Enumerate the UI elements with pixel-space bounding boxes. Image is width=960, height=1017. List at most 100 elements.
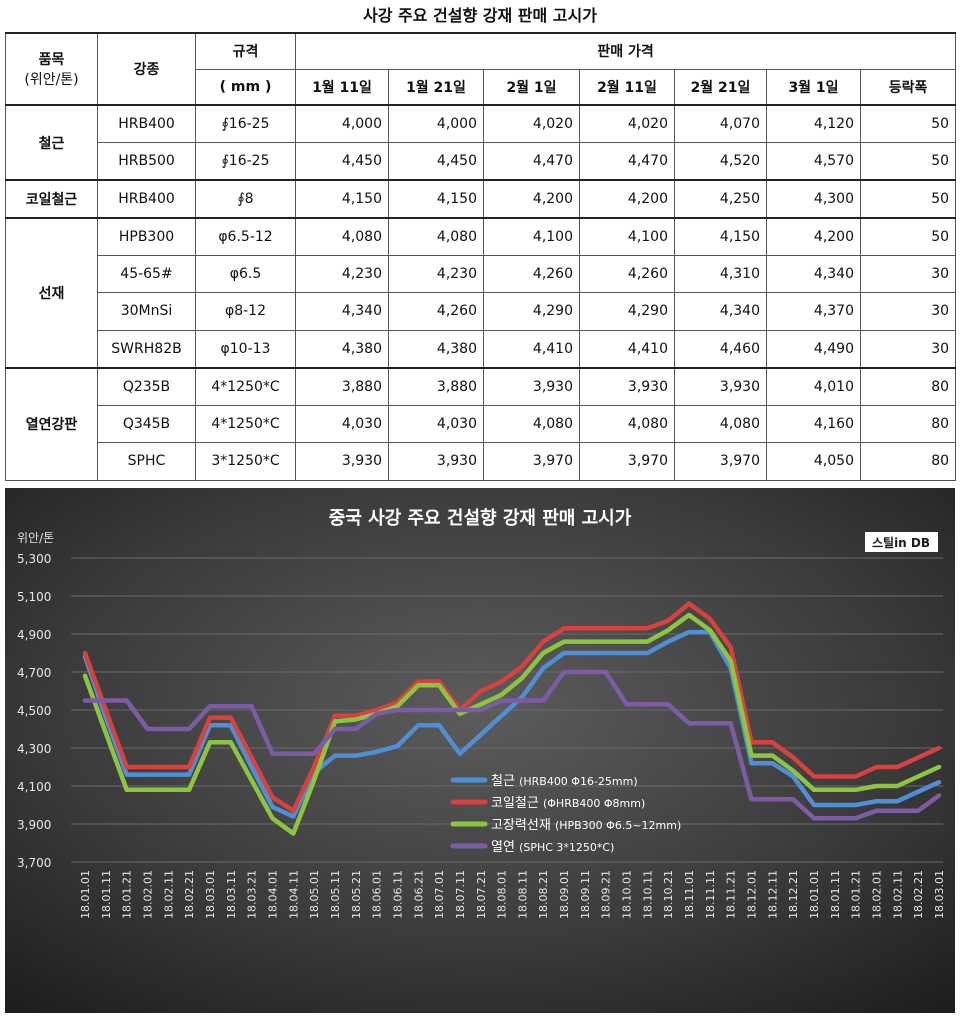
price-cell: 4,250	[674, 179, 767, 218]
change-cell: 80	[859, 442, 957, 481]
grade-cell: Q235B	[97, 366, 196, 406]
y-tick-label: 4,300	[17, 742, 51, 756]
series-line	[82, 601, 942, 813]
x-tick-label: 18.03.11	[225, 870, 238, 919]
chart-svg: 중국 사강 주요 건설향 강재 판매 고시가 위안/톤 스틸in DB 3,70…	[5, 488, 955, 1013]
x-tick-label: 18.07.11	[454, 870, 467, 919]
y-tick-label: 4,900	[17, 628, 51, 642]
table-row: Q345B 4*1250*C 4,030 4,030 4,080 4,080 4,080 4,…	[6, 404, 957, 443]
price-cell: 3,930	[674, 366, 767, 406]
x-tick-label: 18.01.21	[850, 870, 863, 919]
x-tick-label: 18.01.01	[79, 870, 92, 919]
price-cell: 4,470	[579, 142, 675, 181]
price-cell: 4,380	[295, 329, 389, 368]
x-tick-label: 18.11.01	[683, 870, 696, 919]
price-cell: 4,200	[483, 179, 580, 218]
legend-label: 고장력선재 (HPB300 Φ6.5~12mm)	[491, 818, 681, 833]
header-date: 1월 11일	[295, 68, 389, 106]
price-cell: 4,200	[766, 216, 861, 256]
spec-cell: ∮16-25	[195, 142, 296, 181]
price-cell: 4,120	[766, 104, 861, 143]
price-cell: 3,880	[388, 366, 484, 406]
y-tick-label: 3,700	[17, 856, 51, 870]
spec-cell: 4*1250*C	[195, 366, 296, 406]
header-date: 2월 1일	[483, 68, 580, 106]
x-tick-label: 18.07.21	[475, 870, 488, 919]
x-ticks: 18.01.01 18.01.11 18.01.21 18.02.01 18.02.11…	[79, 870, 946, 919]
y-tick-label: 4,700	[17, 666, 51, 680]
price-cell: 4,490	[766, 329, 861, 368]
x-tick-label: 18.02.11	[162, 870, 175, 919]
spec-cell: φ6.5-12	[195, 216, 296, 256]
x-tick-label: 18.02.11	[891, 870, 904, 919]
table-body: 철근 HRB400 ∮16-25 4,000 4,000 4,020 4,020 4,070 4…	[5, 104, 957, 481]
price-cell: 3,930	[388, 442, 484, 481]
price-cell: 4,000	[388, 104, 484, 143]
y-tick-label: 5,100	[17, 590, 51, 604]
logo-box	[865, 532, 938, 552]
series-line	[82, 629, 942, 819]
y-tick-label: 5,300	[17, 552, 51, 566]
price-cell: 4,050	[766, 442, 861, 481]
x-tick-label: 18.04.01	[266, 870, 279, 919]
table-row: 철근 HRB400 ∮16-25 4,000 4,000 4,020 4,020 4,070 4…	[5, 104, 957, 181]
x-tick-label: 18.02.01	[871, 870, 884, 919]
x-tick-label: 18.05.11	[329, 870, 342, 919]
price-cell: 4,260	[388, 292, 484, 331]
price-cell: 4,340	[295, 292, 389, 331]
x-tick-label: 18.11.11	[704, 870, 717, 919]
x-tick-label: 18.12.01	[746, 870, 759, 919]
price-cell: 3,970	[674, 442, 767, 481]
price-cell: 4,080	[483, 404, 580, 443]
change-cell: 30	[859, 254, 957, 293]
table-row: 30MnSi φ8-12 4,340 4,260 4,290 4,290 4,340 4,37…	[6, 292, 957, 331]
table-row: HRB500 ∮16-25 4,450 4,450 4,470 4,470 4,520 4,5…	[6, 142, 957, 181]
grade-cell: HRB400	[97, 179, 196, 218]
price-cell: 4,160	[766, 404, 861, 443]
x-tick-label: 18.01.11	[100, 870, 113, 919]
header-item-unit: (위안/톤)	[24, 72, 79, 88]
price-cell: 4,460	[674, 329, 767, 368]
change-cell: 50	[859, 142, 957, 181]
series	[82, 601, 942, 836]
grade-cell: HPB300	[97, 216, 196, 256]
header-item-label: 품목	[38, 52, 65, 68]
price-cell: 3,880	[295, 366, 389, 406]
x-tick-label: 18.02.21	[912, 870, 925, 919]
price-cell: 4,100	[579, 216, 675, 256]
chart-title: 중국 사강 주요 건설향 강재 판매 고시가	[329, 508, 632, 529]
header-grade: 강종	[97, 32, 196, 106]
price-cell: 4,020	[483, 104, 580, 143]
price-cell: 4,230	[388, 254, 484, 293]
series-line	[82, 612, 942, 836]
price-cell: 4,030	[388, 404, 484, 443]
logo-text: 스틸in DB	[872, 536, 930, 550]
price-cell: 4,100	[483, 216, 580, 256]
product-group: 코일철근	[5, 179, 98, 218]
price-cell: 4,520	[674, 142, 767, 181]
x-tick-label: 18.01.01	[808, 870, 821, 919]
change-cell: 80	[859, 366, 957, 406]
x-tick-label: 18.01.11	[829, 870, 842, 919]
y-ticks: 3,700 3,900 4,100 4,300 4,500 4,700 4,900 5,100…	[17, 552, 51, 870]
price-cell: 4,010	[766, 366, 861, 406]
grade-cell: SPHC	[97, 442, 196, 481]
spec-cell: 4*1250*C	[195, 404, 296, 443]
price-cell: 4,020	[579, 104, 675, 143]
change-cell: 80	[859, 404, 957, 443]
legend: 철근 (HRB400 Φ16-25mm) 코일철근 (ΦHRB400 Φ8mm) 고…	[450, 774, 681, 855]
y-tick-label: 3,900	[17, 818, 51, 832]
change-cell: 50	[859, 104, 957, 143]
header-item: 품목 (위안/톤)	[5, 32, 98, 106]
header-spec-unit: ( mm )	[195, 68, 296, 106]
price-cell: 4,370	[766, 292, 861, 331]
header-date: 2월 21일	[674, 68, 767, 106]
y-axis-label: 위안/톤	[17, 531, 54, 545]
price-cell: 4,310	[674, 254, 767, 293]
price-cell: 4,080	[674, 404, 767, 443]
x-tick-label: 18.05.21	[350, 870, 363, 919]
grade-cell: HRB500	[97, 142, 196, 181]
change-cell: 50	[859, 216, 957, 256]
change-cell: 30	[859, 292, 957, 331]
price-cell: 3,930	[295, 442, 389, 481]
